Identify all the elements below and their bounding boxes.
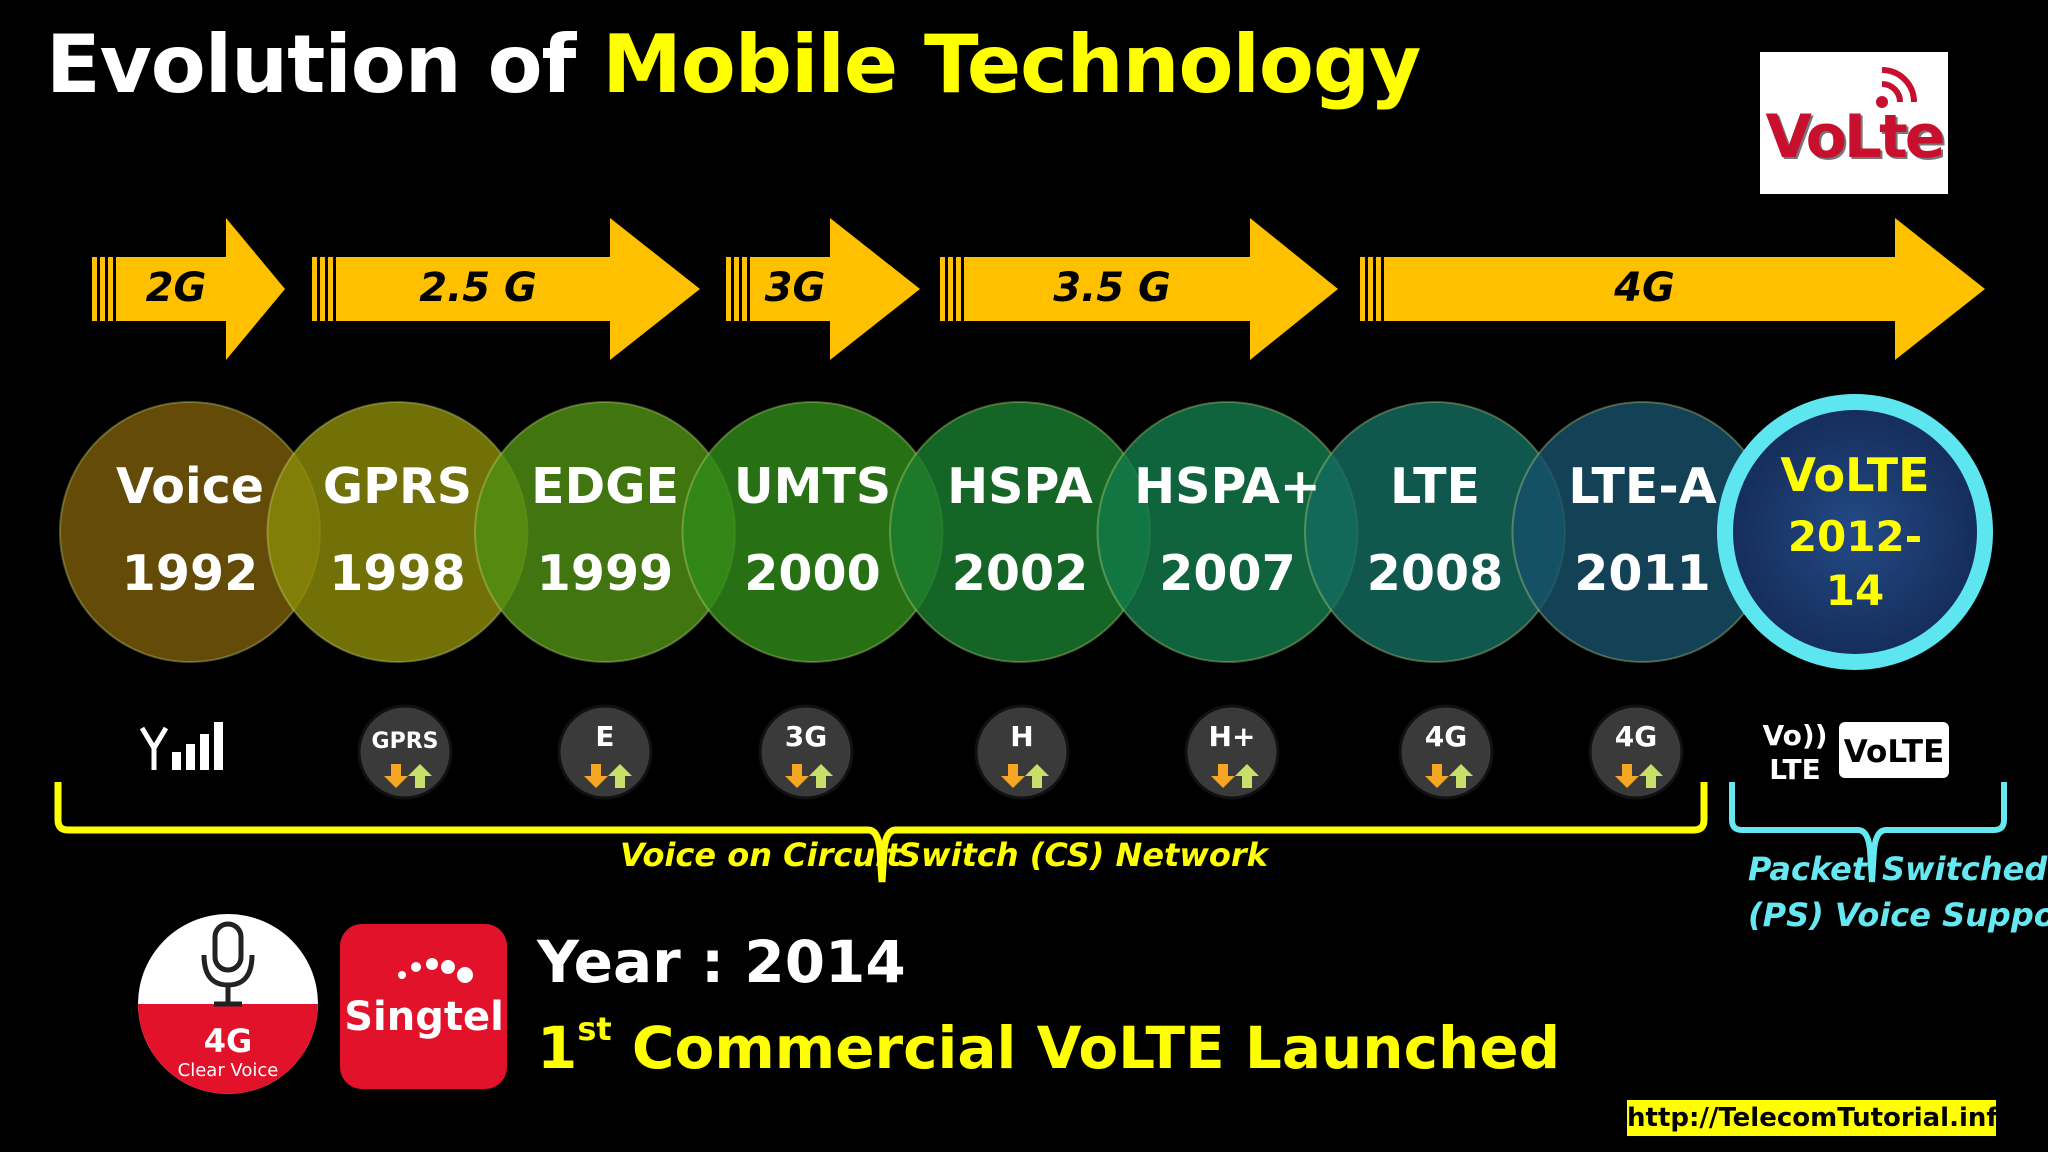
network-indicator-icon: H bbox=[974, 704, 1070, 800]
volte-icon-bottom: LTE bbox=[1769, 753, 1820, 786]
network-indicator-icon: 4G bbox=[1588, 704, 1684, 800]
svg-text:4G: 4G bbox=[1615, 720, 1657, 753]
ps-label-line1-right: Switched bbox=[1882, 850, 2048, 888]
volte-icon-top: Vo)) bbox=[1763, 719, 1828, 752]
technology-name: GPRS bbox=[322, 458, 473, 515]
technology-name: HSPA+ bbox=[1134, 458, 1321, 515]
technology-name: LTE-A bbox=[1568, 458, 1717, 515]
network-indicator-icon: GPRS bbox=[357, 704, 453, 800]
cs-network-bracket bbox=[54, 782, 1708, 883]
svg-text:Singtel: Singtel bbox=[344, 994, 504, 1040]
svg-text:3G: 3G bbox=[785, 720, 827, 753]
generation-arrow bbox=[726, 218, 920, 360]
clear-voice-logo: 4G Clear Voice bbox=[138, 914, 318, 1094]
volte-badge-text: VoLTE bbox=[1844, 734, 1945, 770]
network-indicator-icon: E bbox=[557, 704, 653, 800]
technology-year: 1992 bbox=[121, 545, 259, 602]
generation-arrow bbox=[92, 218, 285, 360]
technology-name: UMTS bbox=[733, 458, 892, 515]
svg-text:H: H bbox=[1010, 720, 1033, 753]
technology-name: LTE bbox=[1389, 458, 1480, 515]
svg-text:4G: 4G bbox=[204, 1022, 253, 1060]
svg-text:Clear Voice: Clear Voice bbox=[178, 1060, 279, 1081]
singtel-logo: Singtel bbox=[340, 924, 507, 1089]
technology-year: 2011 bbox=[1574, 545, 1711, 602]
generation-label: 2.5 G bbox=[419, 265, 537, 311]
volte-logo: VoLte bbox=[1760, 52, 1948, 194]
generation-label: 4G bbox=[1614, 265, 1675, 311]
svg-text:H+: H+ bbox=[1209, 720, 1256, 753]
generation-arrow bbox=[940, 218, 1338, 360]
cs-label-right: Switch (CS) Network bbox=[898, 836, 1268, 874]
technology-year: 2008 bbox=[1366, 545, 1504, 602]
generation-label: 2G bbox=[145, 265, 207, 311]
network-indicator-icon: 4G bbox=[1398, 704, 1494, 800]
volte-circle bbox=[1717, 394, 1993, 670]
network-indicator-icon: H+ bbox=[1184, 704, 1280, 800]
network-icons: GPRS E 3G H H+ 4G 4G bbox=[139, 704, 1684, 800]
generation-arrows bbox=[92, 218, 1985, 360]
svg-text:E: E bbox=[595, 720, 614, 753]
technology-name: EDGE bbox=[531, 458, 679, 515]
volte-year-line1: 2012- bbox=[1787, 512, 1923, 561]
technology-name: Voice bbox=[116, 458, 264, 515]
generation-arrow bbox=[312, 218, 700, 360]
page-title: Evolution of Mobile Technology bbox=[46, 18, 1421, 111]
launch-line: 1st Commercial VoLTE Launched bbox=[537, 1010, 1561, 1082]
network-indicator-icon: 3G bbox=[758, 704, 854, 800]
svg-text:GPRS: GPRS bbox=[372, 729, 439, 754]
generation-arrow bbox=[1360, 218, 1985, 360]
ps-label-line2: (PS) Voice Support bbox=[1748, 896, 2048, 934]
radio-wave-icon bbox=[1876, 67, 1917, 108]
generation-label: 3.5 G bbox=[1053, 265, 1171, 311]
technology-name: HSPA bbox=[947, 458, 1093, 515]
volte-year-line2: 14 bbox=[1825, 566, 1885, 615]
technology-year: 2000 bbox=[744, 545, 881, 602]
technology-year: 2007 bbox=[1159, 545, 1296, 602]
volte-badge bbox=[1839, 722, 1949, 778]
signal-bars-icon bbox=[139, 722, 223, 770]
ps-label-line1-left: Packet bbox=[1748, 850, 1868, 888]
year-line: Year : 2014 bbox=[537, 928, 906, 996]
technology-circles bbox=[59, 401, 1774, 663]
ps-network-bracket bbox=[1729, 782, 2007, 883]
technology-year: 2002 bbox=[951, 545, 1089, 602]
svg-text:4G: 4G bbox=[1425, 720, 1467, 753]
volte-name: VoLTE bbox=[1780, 448, 1930, 502]
cs-label-left: Voice on Circuit bbox=[620, 836, 902, 874]
technology-year: 1999 bbox=[536, 545, 674, 602]
source-url[interactable]: http://TelecomTutorial.info bbox=[1627, 1100, 2016, 1136]
technology-year: 1998 bbox=[329, 545, 466, 602]
generation-label: 3G bbox=[764, 265, 826, 311]
